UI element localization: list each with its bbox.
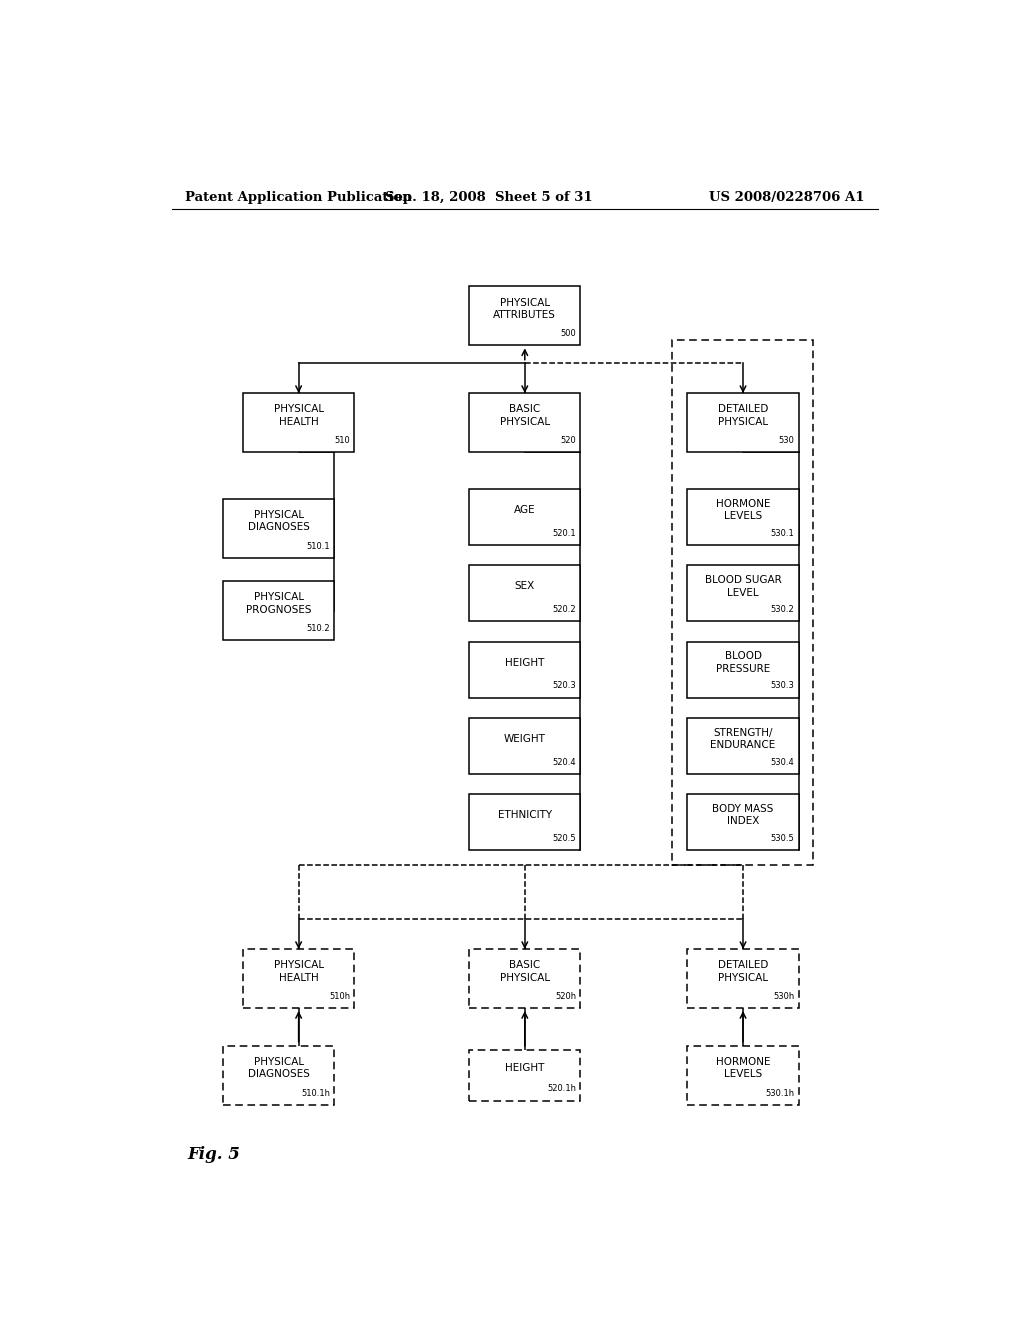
Text: 520.2: 520.2 (553, 606, 577, 614)
Text: 510.1h: 510.1h (301, 1089, 331, 1097)
Text: 520h: 520h (555, 993, 577, 1001)
Bar (469, 490, 581, 545)
Text: 510.1: 510.1 (307, 541, 331, 550)
Text: 510: 510 (335, 436, 350, 445)
Bar (469, 1049, 581, 1101)
Text: BLOOD
PRESSURE: BLOOD PRESSURE (716, 651, 770, 673)
Text: AGE: AGE (514, 506, 536, 515)
Text: 530.4: 530.4 (771, 758, 795, 767)
Text: SEX: SEX (515, 581, 535, 591)
Text: HORMONE
LEVELS: HORMONE LEVELS (716, 1057, 770, 1080)
Text: 500: 500 (560, 329, 577, 338)
Bar (469, 718, 581, 774)
Text: 510.2: 510.2 (307, 624, 331, 634)
Text: 530.1h: 530.1h (766, 1089, 795, 1097)
Text: PHYSICAL
DIAGNOSES: PHYSICAL DIAGNOSES (248, 510, 309, 532)
Text: PHYSICAL
HEALTH: PHYSICAL HEALTH (273, 961, 324, 982)
Bar (469, 565, 581, 622)
Text: STRENGTH/
ENDURANCE: STRENGTH/ ENDURANCE (711, 727, 775, 750)
Bar (672, 341, 813, 866)
Text: 530.1: 530.1 (771, 529, 795, 539)
Text: HEIGHT: HEIGHT (505, 657, 545, 668)
Text: 530: 530 (778, 436, 795, 445)
Bar (223, 499, 334, 558)
Text: 520.3: 520.3 (553, 681, 577, 690)
Bar (223, 581, 334, 640)
Bar (469, 286, 581, 346)
Text: BODY MASS
INDEX: BODY MASS INDEX (713, 804, 774, 826)
Bar (243, 393, 354, 453)
Text: Fig. 5: Fig. 5 (187, 1146, 241, 1163)
Bar (469, 393, 581, 453)
Text: 530.3: 530.3 (771, 681, 795, 690)
Bar (687, 490, 799, 545)
Text: PHYSICAL
PROGNOSES: PHYSICAL PROGNOSES (246, 593, 311, 615)
Bar (469, 949, 581, 1008)
Text: PHYSICAL
HEALTH: PHYSICAL HEALTH (273, 404, 324, 426)
Text: Patent Application Publication: Patent Application Publication (185, 190, 412, 203)
Bar (687, 949, 799, 1008)
Bar (243, 949, 354, 1008)
Bar (687, 718, 799, 774)
Text: 530.2: 530.2 (771, 606, 795, 614)
Text: 530h: 530h (773, 993, 795, 1001)
Bar (687, 393, 799, 453)
Text: BASIC
PHYSICAL: BASIC PHYSICAL (500, 961, 550, 982)
Text: DETAILED
PHYSICAL: DETAILED PHYSICAL (718, 404, 768, 426)
Bar (687, 1045, 799, 1105)
Bar (469, 795, 581, 850)
Text: Sep. 18, 2008  Sheet 5 of 31: Sep. 18, 2008 Sheet 5 of 31 (385, 190, 593, 203)
Text: 520: 520 (560, 436, 577, 445)
Bar (687, 795, 799, 850)
Text: BLOOD SUGAR
LEVEL: BLOOD SUGAR LEVEL (705, 576, 781, 598)
Text: PHYSICAL
DIAGNOSES: PHYSICAL DIAGNOSES (248, 1057, 309, 1080)
Text: DETAILED
PHYSICAL: DETAILED PHYSICAL (718, 961, 768, 982)
Text: HORMONE
LEVELS: HORMONE LEVELS (716, 499, 770, 521)
Text: BASIC
PHYSICAL: BASIC PHYSICAL (500, 404, 550, 426)
Text: 510h: 510h (329, 993, 350, 1001)
Text: 520.4: 520.4 (553, 758, 577, 767)
Text: HEIGHT: HEIGHT (505, 1063, 545, 1073)
Text: 520.5: 520.5 (553, 834, 577, 843)
Text: ETHNICITY: ETHNICITY (498, 810, 552, 820)
Text: PHYSICAL
ATTRIBUTES: PHYSICAL ATTRIBUTES (494, 297, 556, 319)
Bar (469, 642, 581, 697)
Bar (687, 642, 799, 697)
Bar (687, 565, 799, 622)
Text: WEIGHT: WEIGHT (504, 734, 546, 743)
Text: US 2008/0228706 A1: US 2008/0228706 A1 (709, 190, 864, 203)
Text: 520.1: 520.1 (553, 529, 577, 539)
Text: 520.1h: 520.1h (548, 1085, 577, 1093)
Bar (223, 1045, 334, 1105)
Text: 530.5: 530.5 (771, 834, 795, 843)
